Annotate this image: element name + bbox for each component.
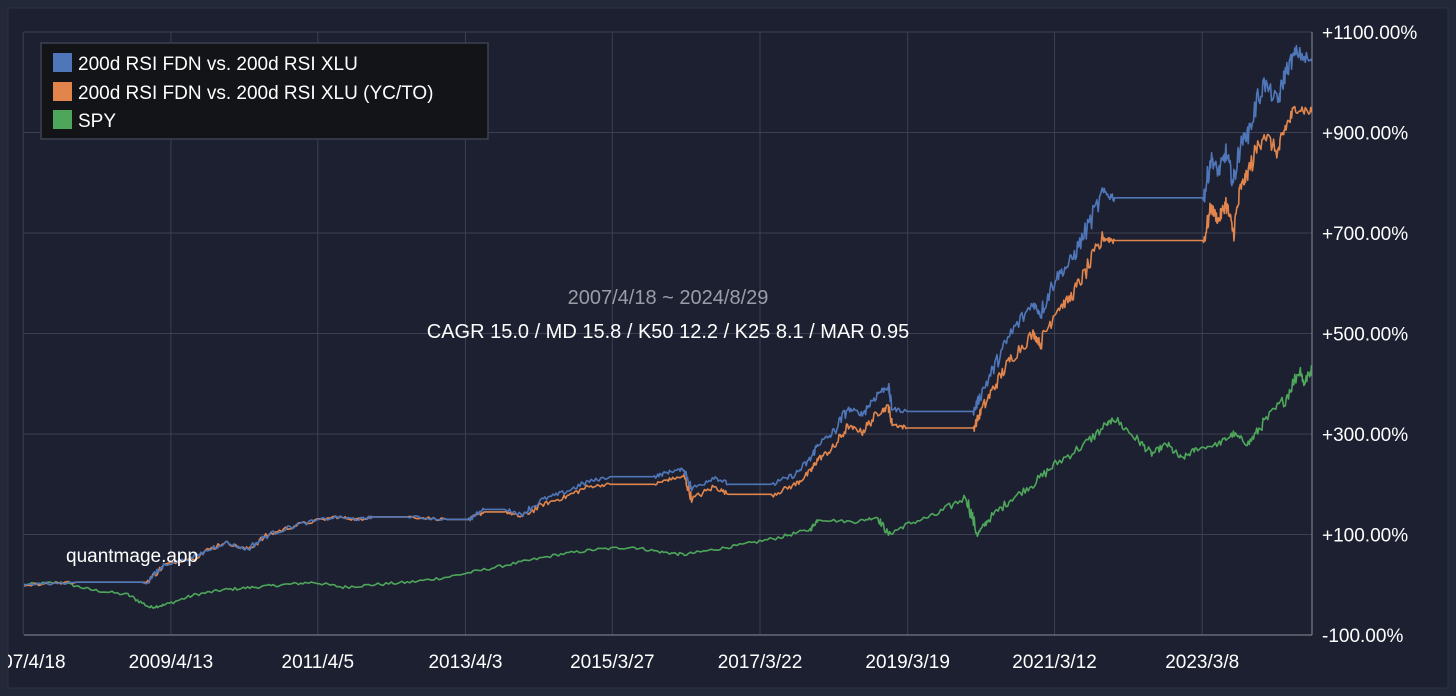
legend-box: [40, 42, 489, 140]
y-tick-label-3: +500.00%: [1322, 325, 1408, 346]
y-tick-label-5: +100.00%: [1322, 526, 1408, 547]
x-tick-label-4: 2015/3/27: [570, 652, 655, 673]
series-line-0: [24, 44, 1312, 587]
x-tick-label-5: 2017/3/22: [718, 652, 803, 673]
y-tick-label-6: -100.00%: [1322, 626, 1403, 647]
legend-label-fdn-xlu: 200d RSI FDN vs. 200d RSI XLU: [78, 54, 358, 75]
y-tick-label-0: +1100.00%: [1322, 23, 1417, 44]
x-tick-label-0: 2007/4/18: [0, 652, 66, 673]
x-tick-label-7: 2021/3/12: [1012, 652, 1097, 673]
series-layer: [24, 44, 1312, 610]
series-line-2: [24, 365, 1312, 610]
y-axis: +1100.00% +900.00% +700.00% +500.00% +300.00…: [1322, 23, 1417, 647]
legend-swatch-fdn-xlu: [53, 53, 72, 72]
legend-label-spy: SPY: [78, 111, 116, 132]
x-tick-label-3: 2013/4/3: [428, 652, 502, 673]
watermark: quantmage.app: [66, 546, 198, 567]
legend-swatch-spy: [53, 110, 72, 129]
legend: 200d RSI FDN vs. 200d RSI XLU 200d RSI F…: [40, 42, 489, 140]
y-tick-label-4: +300.00%: [1322, 425, 1408, 446]
y-tick-label-2: +700.00%: [1322, 224, 1408, 245]
x-tick-label-2: 2011/4/5: [282, 652, 355, 673]
x-axis: 2007/4/18 2009/4/13 2011/4/5 2013/4/3 2015/3…: [0, 652, 1239, 673]
chart-subtitle: 2007/4/18 ~ 2024/8/29: [568, 287, 769, 309]
legend-swatch-fdn-xlu-ycto: [53, 82, 72, 101]
x-tick-label-8: 2023/3/8: [1165, 652, 1239, 673]
legend-label-fdn-xlu-ycto: 200d RSI FDN vs. 200d RSI XLU (YC/TO): [78, 83, 434, 104]
x-tick-label-1: 2009/4/13: [129, 652, 214, 673]
x-tick-label-6: 2019/3/19: [865, 652, 950, 673]
chart-stats: CAGR 15.0 / MD 15.8 / K50 12.2 / K25 8.1…: [427, 321, 909, 343]
y-tick-label-1: +900.00%: [1322, 124, 1408, 145]
